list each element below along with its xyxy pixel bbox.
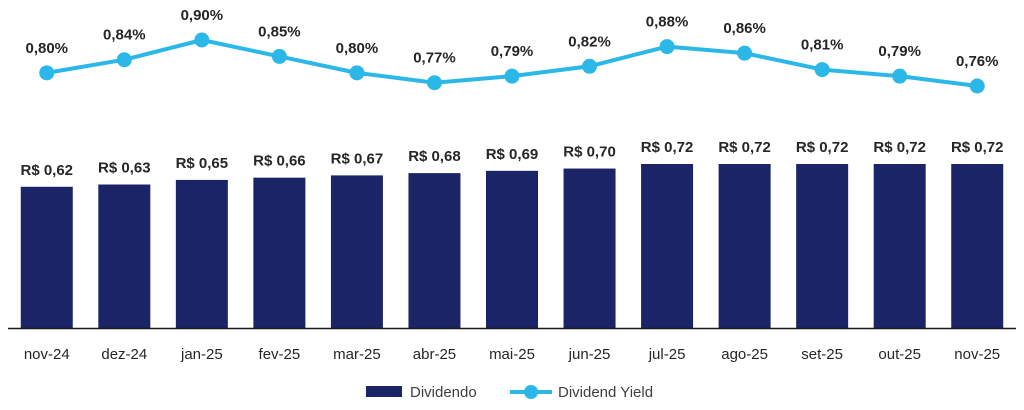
yield-label-ago-25: 0,86% (723, 20, 766, 37)
x-tick-fev-25: fev-25 (259, 346, 301, 363)
yield-label-mar-25: 0,80% (336, 40, 379, 57)
dividend-yield-labels: 0,80% 0,84% 0,90% 0,85% 0,80% 0,77% 0,79% 0,82%… (25, 7, 998, 70)
bar-set-25 (796, 164, 849, 328)
legend-swatch-dividend-yield-marker (524, 385, 538, 399)
x-axis-ticks: nov-24 dez-24 jan-25 fev-25 mar-25 abr-25 mai-… (24, 346, 1000, 363)
yield-label-abr-25: 0,77% (413, 50, 456, 67)
bar-label-nov-25: R$ 0,72 (951, 139, 1004, 156)
yield-point-abr-25 (426, 75, 442, 91)
bar-nov-25 (951, 164, 1004, 328)
x-tick-nov-25: nov-25 (954, 346, 1000, 363)
bar-label-jan-25: R$ 0,65 (176, 155, 229, 172)
x-tick-abr-25: abr-25 (413, 346, 456, 363)
bar-jan-25 (175, 179, 228, 328)
yield-label-nov-25: 0,76% (956, 53, 999, 70)
legend-label-dividendo: Dividendo (410, 384, 477, 401)
yield-label-fev-25: 0,85% (258, 23, 301, 40)
dividend-value-labels: R$ 0,62 R$ 0,63 R$ 0,65 R$ 0,66 R$ 0,67 R$ 0,… (20, 139, 1003, 179)
yield-point-nov-24 (39, 65, 55, 81)
bar-label-mai-25: R$ 0,69 (486, 146, 539, 163)
bar-fev-25 (253, 177, 306, 328)
bar-dez-24 (98, 184, 151, 328)
yield-point-mai-25 (504, 68, 520, 84)
bar-nov-24 (20, 186, 73, 328)
yield-point-jun-25 (582, 58, 598, 74)
bar-mai-25 (486, 170, 538, 328)
bar-label-dez-24: R$ 0,63 (98, 160, 151, 177)
yield-point-ago-25 (737, 45, 753, 61)
legend-label-dividend-yield: Dividend Yield (558, 384, 653, 401)
x-tick-nov-24: nov-24 (24, 346, 70, 363)
bar-jul-25 (641, 164, 694, 328)
yield-label-nov-24: 0,80% (25, 40, 68, 57)
x-tick-out-25: out-25 (878, 346, 921, 363)
dividend-bars (20, 164, 1004, 328)
yield-label-jun-25: 0,82% (568, 33, 611, 50)
yield-point-fev-25 (271, 48, 287, 64)
bar-label-jul-25: R$ 0,72 (641, 139, 694, 156)
yield-label-jan-25: 0,90% (181, 7, 224, 24)
x-tick-jun-25: jun-25 (568, 346, 611, 363)
bar-label-set-25: R$ 0,72 (796, 139, 849, 156)
x-tick-mai-25: mai-25 (489, 346, 535, 363)
yield-point-set-25 (814, 62, 830, 78)
yield-label-mai-25: 0,79% (491, 43, 534, 60)
bar-label-jun-25: R$ 0,70 (563, 144, 616, 161)
bar-label-fev-25: R$ 0,66 (253, 153, 306, 170)
legend-swatch-dividendo (366, 386, 402, 397)
dividend-yield-series (39, 32, 985, 94)
yield-point-nov-25 (969, 78, 985, 94)
x-tick-mar-25: mar-25 (333, 346, 381, 363)
yield-label-dez-24: 0,84% (103, 27, 146, 44)
yield-point-mar-25 (349, 65, 365, 81)
x-tick-ago-25: ago-25 (721, 346, 768, 363)
bar-abr-25 (408, 173, 461, 328)
yield-label-set-25: 0,81% (801, 37, 844, 54)
bar-jun-25 (563, 168, 616, 328)
x-tick-dez-24: dez-24 (101, 346, 147, 363)
bar-label-abr-25: R$ 0,68 (408, 148, 461, 165)
yield-point-dez-24 (116, 52, 132, 68)
bar-label-mar-25: R$ 0,67 (331, 150, 384, 167)
legend: Dividendo Dividend Yield (366, 384, 653, 401)
x-tick-jul-25: jul-25 (648, 346, 686, 363)
bar-label-out-25: R$ 0,72 (873, 139, 926, 156)
x-tick-jan-25: jan-25 (180, 346, 223, 363)
bar-label-nov-24: R$ 0,62 (20, 162, 73, 179)
bar-out-25 (873, 164, 926, 328)
bar-ago-25 (718, 164, 771, 328)
bar-label-ago-25: R$ 0,72 (718, 139, 771, 156)
x-tick-set-25: set-25 (801, 346, 843, 363)
yield-point-jul-25 (659, 39, 675, 55)
yield-label-out-25: 0,79% (878, 43, 921, 60)
yield-point-jan-25 (194, 32, 210, 48)
yield-label-jul-25: 0,88% (646, 14, 689, 31)
yield-point-out-25 (892, 68, 908, 84)
bar-mar-25 (330, 175, 383, 328)
